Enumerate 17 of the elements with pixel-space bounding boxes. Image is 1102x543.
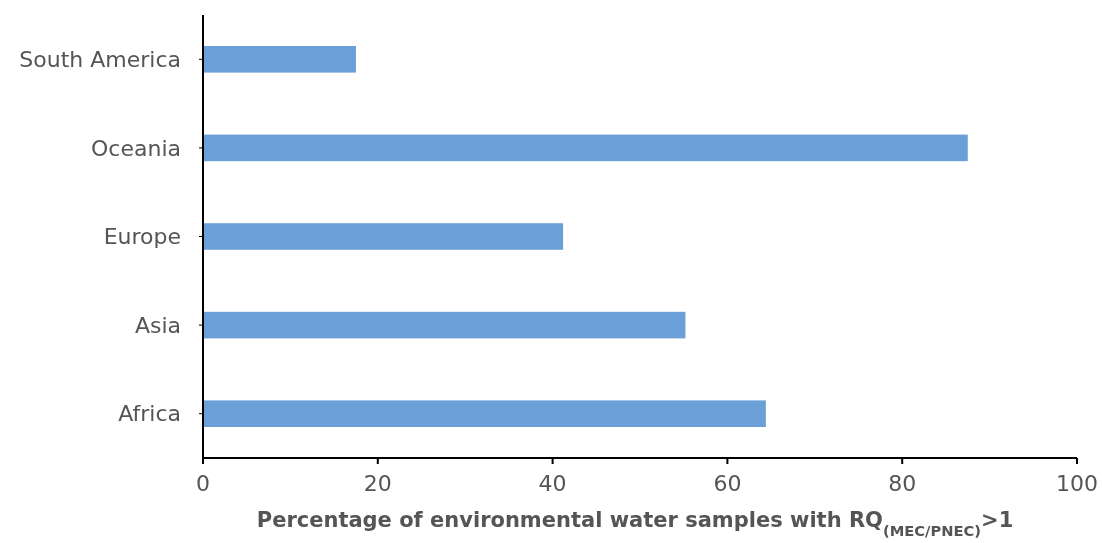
bar <box>203 46 356 73</box>
x-tick-label: 100 <box>1056 471 1098 496</box>
x-axis-title: Percentage of environmental water samples with RQ$_{(MEC/PNEC)}$>1 <box>256 508 1014 539</box>
bar <box>203 311 686 339</box>
bar <box>203 400 766 427</box>
x-tick-label: 40 <box>538 471 567 496</box>
x-tick-label: 60 <box>713 471 742 496</box>
y-tick-label: South America <box>19 47 181 72</box>
bar <box>203 223 564 250</box>
y-tick-label: Africa <box>118 401 181 427</box>
y-tick-label: Asia <box>134 312 181 338</box>
bar <box>203 134 968 162</box>
y-tick-label: Oceania <box>91 135 181 161</box>
x-tick-label: 20 <box>363 471 392 496</box>
x-tick-label: 80 <box>888 471 917 496</box>
x-tick-label: 0 <box>196 471 210 496</box>
y-tick-label: Europe <box>103 224 181 250</box>
